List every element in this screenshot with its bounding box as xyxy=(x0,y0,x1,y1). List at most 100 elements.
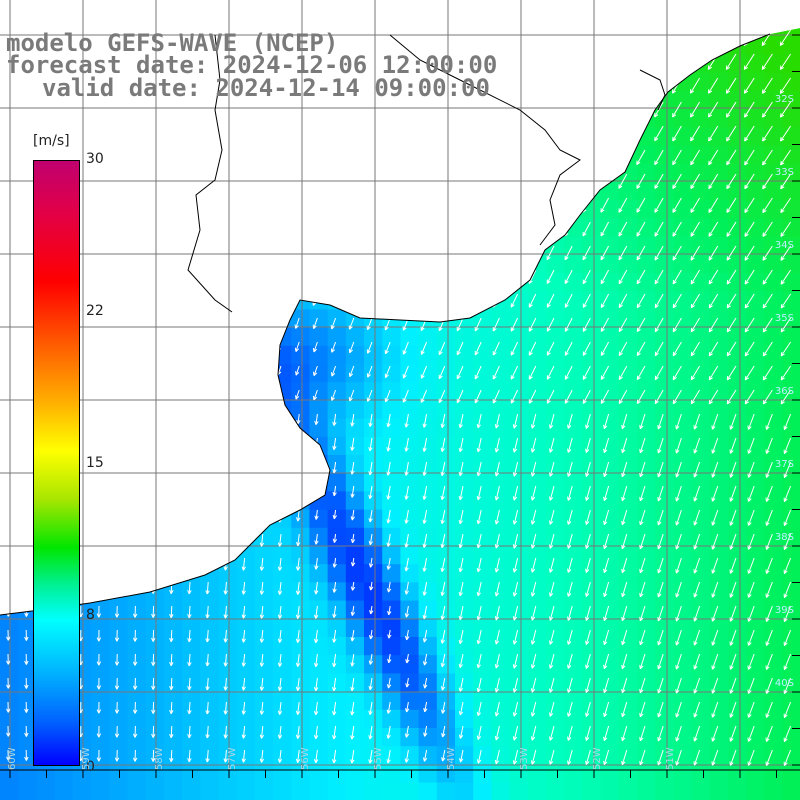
wind-arrow xyxy=(729,557,737,574)
field-cell xyxy=(764,218,784,238)
field-cell xyxy=(327,527,347,547)
field-cell xyxy=(327,764,347,784)
wind-arrow xyxy=(530,557,537,573)
field-cell xyxy=(0,728,19,747)
field-cell xyxy=(691,273,711,292)
field-cell xyxy=(746,273,765,292)
wind-arrow xyxy=(528,365,537,380)
wind-arrow xyxy=(672,293,682,309)
field-cell xyxy=(691,254,711,274)
field-cell xyxy=(673,637,693,656)
field-cell xyxy=(436,709,456,729)
wind-arrow xyxy=(585,437,591,453)
field-cell xyxy=(0,709,19,729)
field-cell xyxy=(709,309,729,329)
field-cell xyxy=(564,637,583,656)
field-cell xyxy=(691,236,711,256)
field-cell xyxy=(400,782,420,800)
wind-arrow xyxy=(618,389,628,405)
field-cell xyxy=(782,72,800,92)
field-cell xyxy=(0,691,19,711)
field-cell xyxy=(527,618,547,638)
field-cell xyxy=(764,764,784,784)
field-cell xyxy=(327,782,347,800)
field-cell xyxy=(637,236,656,256)
wind-arrow xyxy=(422,485,428,500)
wind-arrow xyxy=(205,725,210,739)
wind-arrow xyxy=(295,629,301,643)
field-cell xyxy=(418,691,438,711)
wind-arrow xyxy=(440,629,446,644)
wind-arrow xyxy=(476,437,482,453)
field-cell xyxy=(455,473,474,492)
wind-arrow xyxy=(639,677,646,694)
wind-arrow xyxy=(621,509,628,526)
field-cell xyxy=(18,728,37,747)
wind-arrow xyxy=(636,149,646,166)
field-cell xyxy=(582,527,602,547)
field-cell xyxy=(291,728,310,747)
wind-arrow xyxy=(765,557,773,574)
wind-arrow xyxy=(366,341,373,354)
field-cell xyxy=(309,546,329,565)
wind-arrow xyxy=(672,149,682,166)
border-uruguay-brazil xyxy=(389,34,581,246)
wind-arrow xyxy=(657,725,664,742)
field-cell xyxy=(400,655,420,674)
wind-arrow xyxy=(744,341,755,357)
field-cell xyxy=(564,728,583,747)
field-cell xyxy=(382,746,401,765)
field-cell xyxy=(728,782,747,800)
field-cell xyxy=(691,655,711,674)
field-cell xyxy=(509,382,529,401)
field-cell xyxy=(418,455,438,474)
wind-arrow xyxy=(582,221,591,237)
field-cell xyxy=(400,527,420,547)
field-cell xyxy=(509,691,529,711)
field-cell xyxy=(364,655,383,674)
wind-arrow xyxy=(747,509,755,526)
field-cell xyxy=(564,691,583,711)
wind-arrow xyxy=(582,389,591,404)
wind-arrow xyxy=(476,725,482,740)
field-cell xyxy=(564,236,583,256)
lon-label-58w: 58W xyxy=(154,747,165,770)
wind-arrow xyxy=(313,365,318,377)
field-cell xyxy=(655,200,674,219)
field-cell xyxy=(746,327,765,347)
wind-arrow xyxy=(639,557,646,574)
field-cell xyxy=(600,473,620,492)
field-cell xyxy=(582,655,602,674)
wind-arrow xyxy=(187,749,192,763)
wind-arrow xyxy=(350,629,355,642)
field-cell xyxy=(218,673,238,693)
field-cell xyxy=(764,109,784,128)
wind-arrow xyxy=(330,389,337,401)
wind-arrow xyxy=(24,677,29,689)
coastline xyxy=(0,33,771,616)
field-cell xyxy=(345,564,365,583)
wind-arrow xyxy=(6,701,11,713)
field-cell xyxy=(637,691,656,711)
field-cell xyxy=(527,782,547,800)
field-cell xyxy=(327,655,347,674)
wind-arrow xyxy=(187,677,192,691)
field-cell xyxy=(600,309,620,329)
field-cell xyxy=(582,364,602,383)
wind-arrow xyxy=(441,725,446,738)
field-cell xyxy=(782,364,800,383)
wind-arrow xyxy=(458,653,464,669)
field-cell xyxy=(400,364,420,383)
wind-arrow xyxy=(654,365,664,381)
field-cell xyxy=(127,728,147,747)
field-cell xyxy=(145,782,165,800)
field-cell xyxy=(655,527,674,547)
field-cell xyxy=(673,582,693,602)
field-cell xyxy=(364,709,383,729)
field-cell xyxy=(709,400,729,420)
wind-arrow xyxy=(567,461,573,477)
wind-arrow xyxy=(654,125,664,142)
field-cell xyxy=(218,655,238,674)
field-cell xyxy=(782,455,800,474)
wind-arrow xyxy=(747,437,755,454)
